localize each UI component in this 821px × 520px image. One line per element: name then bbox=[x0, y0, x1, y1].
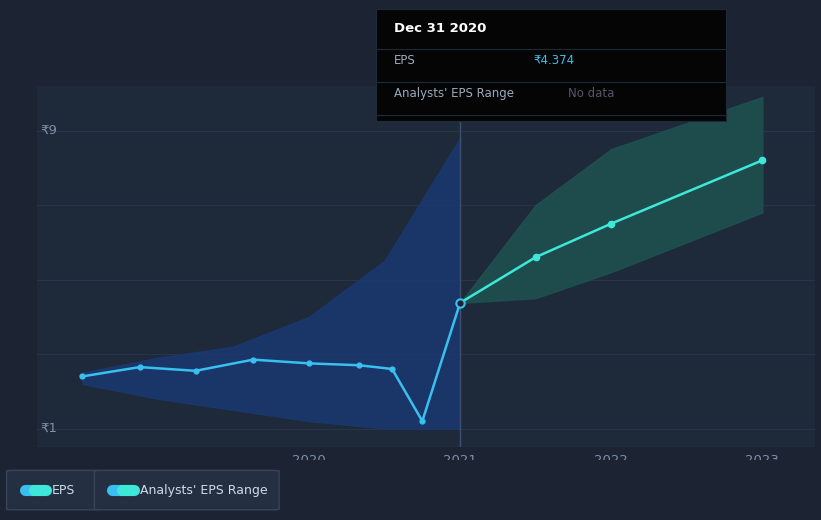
FancyBboxPatch shape bbox=[7, 471, 101, 510]
Text: Analysts' EPS Range: Analysts' EPS Range bbox=[140, 484, 267, 497]
Text: EPS: EPS bbox=[393, 54, 415, 67]
Text: ₹9: ₹9 bbox=[40, 124, 57, 137]
Text: Analysts Forecasts: Analysts Forecasts bbox=[468, 97, 577, 110]
Text: Analysts' EPS Range: Analysts' EPS Range bbox=[393, 87, 513, 100]
Text: No data: No data bbox=[568, 87, 615, 100]
Text: ₹4.374: ₹4.374 bbox=[534, 54, 575, 67]
FancyBboxPatch shape bbox=[94, 471, 279, 510]
Text: Actual: Actual bbox=[410, 97, 452, 110]
Text: ₹1: ₹1 bbox=[40, 422, 57, 435]
Text: EPS: EPS bbox=[52, 484, 75, 497]
Text: Dec 31 2020: Dec 31 2020 bbox=[393, 22, 486, 35]
